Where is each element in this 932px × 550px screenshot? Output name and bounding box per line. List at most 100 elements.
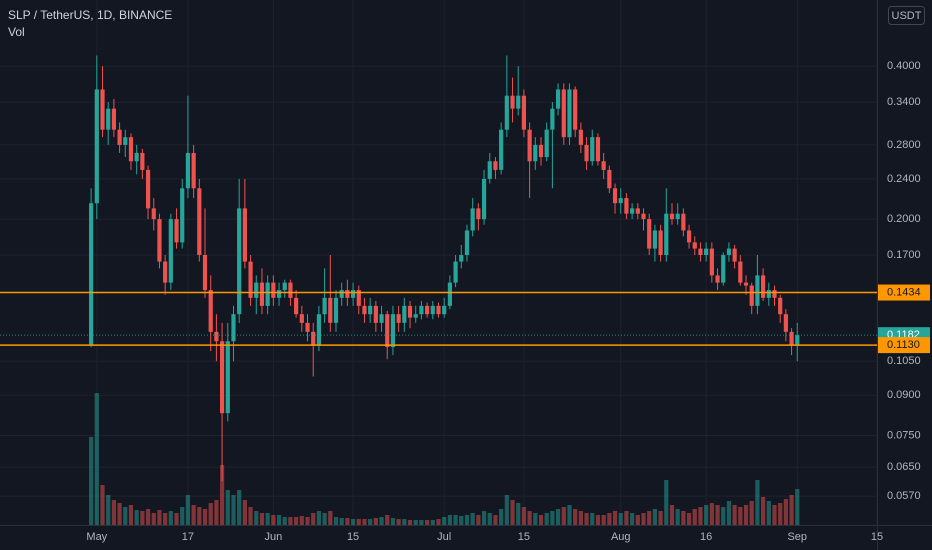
y-tick-label: 0.4000 bbox=[887, 60, 921, 72]
volume-bar bbox=[180, 507, 185, 525]
candle-body bbox=[316, 314, 322, 346]
chart-title: SLP / TetherUS, 1D, BINANCE bbox=[8, 8, 172, 22]
candle-body bbox=[185, 152, 191, 189]
candle-body bbox=[89, 203, 94, 346]
candle-body bbox=[202, 254, 208, 291]
candle-body bbox=[527, 129, 532, 162]
volume-bar bbox=[601, 515, 606, 525]
volume-bar bbox=[117, 503, 122, 525]
volume-bar bbox=[425, 520, 430, 525]
volume-bar bbox=[584, 513, 589, 525]
volume-bar bbox=[89, 437, 94, 525]
candle-body bbox=[288, 282, 293, 298]
currency-label[interactable]: USDT bbox=[892, 10, 922, 22]
volume-bar bbox=[356, 519, 361, 525]
candle-body bbox=[385, 314, 390, 348]
y-tick-label: 0.1700 bbox=[887, 249, 921, 261]
volume-bar bbox=[555, 509, 561, 525]
volume-bar bbox=[362, 519, 367, 525]
candle-body bbox=[180, 188, 185, 243]
y-tick-label: 0.0650 bbox=[887, 461, 921, 473]
volume-bar bbox=[134, 510, 139, 525]
volume-bar bbox=[698, 507, 703, 525]
volume-bar bbox=[652, 509, 658, 525]
candle-body bbox=[225, 341, 230, 414]
candle-body bbox=[698, 248, 703, 255]
candle-body bbox=[738, 261, 743, 283]
candle-body bbox=[442, 305, 447, 315]
volume-bar bbox=[669, 505, 675, 525]
volume-bar bbox=[94, 393, 99, 525]
candle-body bbox=[578, 129, 583, 145]
volume-bar bbox=[783, 499, 788, 525]
candle-body bbox=[402, 305, 407, 323]
x-tick-label: Jun bbox=[264, 531, 282, 543]
volume-bar bbox=[464, 515, 470, 525]
x-tick-label: 15 bbox=[871, 531, 883, 543]
candle-body bbox=[305, 322, 310, 332]
volume-bar bbox=[248, 507, 253, 525]
candle-body bbox=[584, 144, 589, 162]
candle-body bbox=[487, 161, 492, 179]
candle-body bbox=[168, 219, 173, 283]
candle-body bbox=[516, 95, 521, 109]
volume-bar bbox=[686, 513, 692, 525]
volume-bar bbox=[721, 507, 726, 525]
candle-body bbox=[248, 261, 253, 298]
candle-body bbox=[94, 89, 99, 204]
volume-bar bbox=[123, 507, 128, 525]
volume-bar bbox=[544, 513, 549, 525]
volume-pane bbox=[89, 393, 800, 525]
candle-body bbox=[709, 248, 714, 276]
volume-bar bbox=[715, 505, 720, 525]
candle-body bbox=[766, 290, 771, 298]
candle-body bbox=[544, 129, 549, 158]
currency-box[interactable] bbox=[888, 6, 925, 25]
volume-bar bbox=[624, 511, 629, 525]
volume-bar bbox=[612, 511, 618, 525]
volume-bar bbox=[675, 509, 680, 525]
volume-bar bbox=[595, 515, 601, 525]
candle-body bbox=[265, 282, 270, 306]
volume-bar bbox=[328, 511, 333, 525]
volume-bar bbox=[430, 520, 435, 525]
volume-bar bbox=[755, 480, 760, 525]
volume-bar bbox=[567, 505, 572, 525]
volume-bar bbox=[516, 503, 521, 525]
volume-bar bbox=[128, 505, 134, 525]
candle-body bbox=[675, 213, 680, 220]
candle-body bbox=[163, 261, 168, 283]
volume-bar bbox=[345, 518, 350, 525]
x-tick-label: May bbox=[86, 531, 107, 543]
candle-body bbox=[664, 213, 669, 255]
candle-body bbox=[294, 297, 299, 315]
volume-bar bbox=[316, 511, 322, 525]
candle-body bbox=[407, 305, 413, 318]
volume-bar bbox=[533, 513, 538, 525]
candle-body bbox=[658, 230, 663, 255]
hline-price-label: 0.1434 bbox=[887, 286, 921, 298]
hline-price-label: 0.1130 bbox=[887, 339, 920, 351]
candle-body bbox=[453, 261, 458, 283]
volume-bar bbox=[487, 513, 492, 525]
volume-bar bbox=[789, 495, 794, 525]
candle-body bbox=[299, 314, 304, 323]
volume-bar bbox=[573, 509, 578, 525]
volume-bar bbox=[385, 515, 390, 525]
volume-bar bbox=[419, 520, 424, 525]
volume-bar bbox=[208, 503, 213, 525]
volume-bar bbox=[527, 511, 532, 525]
candle-body bbox=[550, 108, 555, 130]
candle-body bbox=[197, 188, 202, 255]
volume-bar bbox=[402, 519, 407, 525]
candle-body bbox=[476, 208, 481, 220]
volume-bar bbox=[106, 495, 111, 525]
volume-bar bbox=[578, 511, 583, 525]
volume-bar bbox=[294, 517, 299, 525]
candle-body bbox=[567, 89, 572, 138]
candle-body bbox=[322, 297, 327, 315]
volume-bar bbox=[618, 513, 623, 525]
volume-bar bbox=[157, 510, 162, 525]
volume-bar bbox=[453, 515, 458, 525]
